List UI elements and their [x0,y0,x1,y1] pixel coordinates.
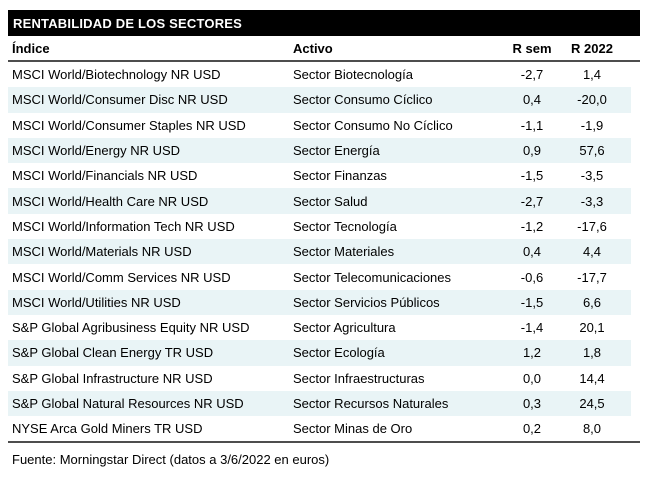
table-row: NYSE Arca Gold Miners TR USD Sector Minas… [8,416,631,441]
cell-r-2022: 1,4 [582,67,602,83]
cell-indice: S&P Global Clean Energy TR USD [12,345,214,361]
table-row: MSCI World/Consumer Disc NR USD Sector Co… [8,87,631,113]
cell-indice: S&P Global Agribusiness Equity NR USD [12,320,250,336]
column-header-activo: Activo [293,40,333,56]
cell-r-2022: 57,6 [579,143,605,159]
cell-r-2022: 1,8 [582,345,602,361]
table-row: MSCI World/Financials NR USD Sector Finan… [8,163,631,188]
cell-activo: Sector Servicios Públicos [293,294,440,310]
table-row: MSCI World/Comm Services NR USD Sector Te… [8,264,631,289]
cell-indice: S&P Global Natural Resources NR USD [12,396,244,411]
cell-indice: MSCI World/Biotechnology NR USD [12,67,221,83]
cell-r-sem: 0,9 [522,143,542,159]
table-body: MSCI World/Biotechnology NR USD Sector Bi… [8,62,631,441]
cell-indice: MSCI World/Financials NR USD [12,168,198,184]
table-row: MSCI World/Consumer Staples NR USD Sector… [8,113,631,138]
cell-activo: Sector Minas de Oro [293,421,413,437]
cell-r-2022: 24,5 [579,396,605,411]
cell-r-2022: 14,4 [579,370,605,386]
cell-r-2022: -3,3 [580,193,604,209]
cell-r-2022: 6,6 [582,294,602,310]
cell-r-sem: 0,3 [522,396,542,411]
table-row: MSCI World/Energy NR USD Sector Energía 0,… [8,137,631,164]
cell-r-2022: -3,5 [580,168,604,184]
cell-r-2022: -17,7 [577,269,607,285]
cell-indice: MSCI World/Information Tech NR USD [12,218,235,234]
cell-r-2022: 20,1 [579,320,605,336]
cell-r-sem: 0,4 [522,92,542,108]
cell-r-sem: 1,2 [522,345,542,361]
column-header-r-sem: R sem [512,40,552,56]
cell-activo: Sector Consumo Cíclico [293,92,433,108]
cell-r-sem: -1,5 [520,294,544,310]
cell-r-sem: 0,0 [522,370,542,386]
cell-activo: Sector Finanzas [293,168,387,184]
table-title: RENTABILIDAD DE LOS SECTORES [8,10,640,36]
cell-indice: MSCI World/Materials NR USD [12,244,192,260]
cell-r-sem: -1,2 [520,218,544,234]
column-header-r-2022: R 2022 [571,40,613,56]
cell-activo: Sector Consumo No Cíclico [293,117,453,133]
cell-r-2022: 4,4 [582,244,602,260]
sector-returns-figure: RENTABILIDAD DE LOS SECTORES Índice Acti… [8,10,640,467]
table-row: S&P Global Infrastructure NR USD Sector I… [8,366,631,391]
cell-activo: Sector Recursos Naturales [293,396,449,411]
table-row: MSCI World/Utilities NR USD Sector Servic… [8,289,631,315]
source-note: Fuente: Morningstar Direct (datos a 3/6/… [12,452,330,468]
cell-activo: Sector Salud [293,193,368,209]
cell-activo: Sector Tecnología [293,218,397,234]
cell-activo: Sector Infraestructuras [293,370,425,386]
cell-activo: Sector Energía [293,143,380,159]
cell-indice: MSCI World/Consumer Staples NR USD [12,117,246,133]
cell-r-2022: -20,0 [577,92,607,108]
cell-indice: MSCI World/Consumer Disc NR USD [12,92,228,108]
column-header-indice: Índice [12,40,50,56]
table-row: MSCI World/Information Tech NR USD Sector… [8,214,631,239]
cell-r-2022: 8,0 [582,421,602,437]
cell-indice: NYSE Arca Gold Miners TR USD [12,421,203,437]
table-row: MSCI World/Health Care NR USD Sector Salu… [8,188,631,214]
cell-indice: MSCI World/Energy NR USD [12,143,181,159]
cell-r-sem: -1,1 [520,117,544,133]
table-row: S&P Global Natural Resources NR USD Secto… [8,390,631,417]
cell-r-sem: 0,4 [522,244,542,260]
cell-activo: Sector Biotecnología [293,67,413,83]
cell-activo: Sector Ecología [293,345,385,361]
table-row: MSCI World/Materials NR USD Sector Materi… [8,239,631,265]
table-bottom-rule [8,441,640,444]
cell-activo: Sector Telecomunicaciones [293,269,452,285]
cell-indice: MSCI World/Health Care NR USD [12,193,209,209]
cell-r-sem: -1,5 [520,168,544,184]
table-row: MSCI World/Biotechnology NR USD Sector Bi… [8,62,631,87]
cell-indice: MSCI World/Utilities NR USD [12,294,181,310]
table-row: S&P Global Clean Energy TR USD Sector Eco… [8,340,631,366]
cell-r-sem: -2,7 [520,193,544,209]
cell-indice: S&P Global Infrastructure NR USD [12,370,213,386]
cell-indice: MSCI World/Comm Services NR USD [12,269,231,285]
cell-r-sem: -0,6 [520,269,544,285]
cell-activo: Sector Agricultura [293,320,396,336]
cell-r-2022: -17,6 [577,218,607,234]
cell-r-sem: -1,4 [520,320,544,336]
cell-r-sem: -2,7 [520,67,544,83]
table-header-row: Índice Activo R sem R 2022 [8,36,640,62]
cell-r-2022: -1,9 [580,117,604,133]
cell-r-sem: 0,2 [522,421,542,437]
cell-activo: Sector Materiales [293,244,395,260]
table-row: S&P Global Agribusiness Equity NR USD Sec… [8,315,631,340]
